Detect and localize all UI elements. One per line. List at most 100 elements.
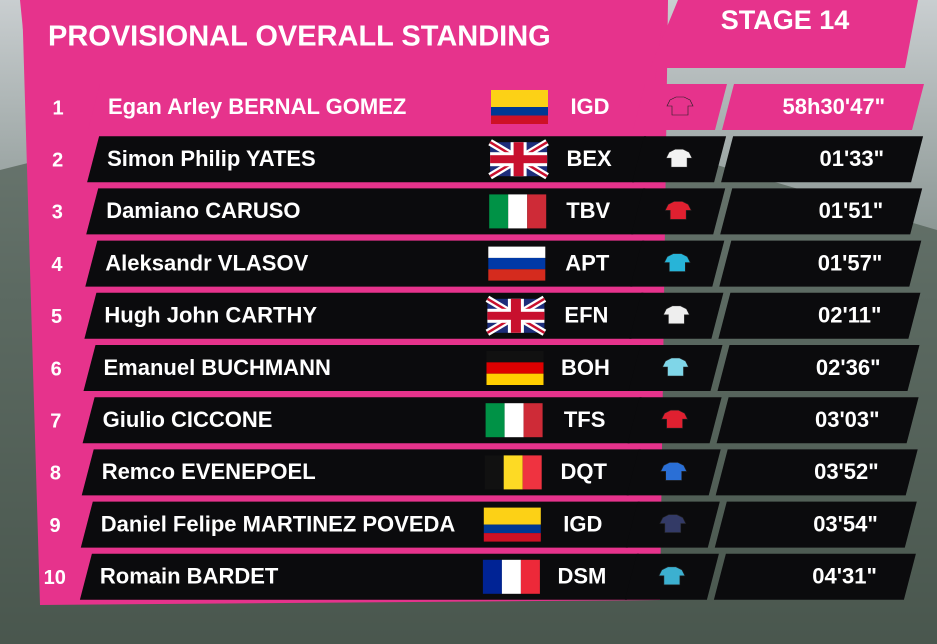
standing-row: 8 Remco EVENEPOEL DQT 03'52" xyxy=(50,449,918,496)
rank: 10 xyxy=(44,567,66,589)
rider-name: Simon Philip YATES xyxy=(107,146,316,171)
team-code: DQT xyxy=(560,459,607,484)
time-box xyxy=(721,136,924,183)
rider-name: Emanuel BUCHMANN xyxy=(104,355,331,380)
team-code: DSM xyxy=(557,564,606,589)
jersey-icon xyxy=(661,409,689,429)
flag-stripe xyxy=(482,559,502,594)
flag xyxy=(491,90,548,124)
team-code: IGD xyxy=(563,511,602,536)
rider-name: Daniel Felipe MARTINEZ POVEDA xyxy=(101,511,456,536)
flag-cross xyxy=(513,142,524,177)
flag-stripe xyxy=(486,373,544,385)
flag xyxy=(489,194,547,229)
time: 02'11" xyxy=(818,303,881,328)
time: 04'31" xyxy=(812,564,877,589)
flag-stripe xyxy=(483,507,541,525)
flag-stripe xyxy=(520,559,540,594)
jersey-icon xyxy=(660,462,688,481)
flag-stripe xyxy=(488,257,546,270)
flag xyxy=(488,139,549,180)
rider-name: Egan Arley BERNAL GOMEZ xyxy=(108,94,406,119)
team-code: EFN xyxy=(564,303,608,328)
jersey-icon xyxy=(666,96,694,116)
rider-name: Romain BARDET xyxy=(100,564,279,589)
flag-stripe xyxy=(489,194,509,229)
time-box xyxy=(720,188,923,235)
rank: 6 xyxy=(51,358,62,380)
jersey-icon xyxy=(659,514,687,533)
rows: 1 Egan Arley BERNAL GOMEZ IGD 58h30'47" 2 Sim… xyxy=(44,84,924,600)
rider-name: Remco EVENEPOEL xyxy=(102,459,316,484)
standing-row: 10 Romain BARDET DSM 04'31" xyxy=(44,553,916,600)
rider-name: Damiano CARUSO xyxy=(106,198,300,223)
time: 01'51" xyxy=(819,198,884,223)
flag-stripe xyxy=(484,455,504,490)
time-box xyxy=(717,345,920,391)
flag-stripe xyxy=(485,403,505,438)
team-code: BOH xyxy=(561,355,610,380)
jersey-icon xyxy=(664,201,692,220)
jersey-icon xyxy=(663,253,691,272)
rank: 2 xyxy=(52,149,63,171)
time-box xyxy=(714,501,917,548)
team-code: IGD xyxy=(570,94,609,119)
rank: 5 xyxy=(51,306,62,328)
flag-stripe xyxy=(527,194,547,229)
time: 02'36" xyxy=(816,355,881,380)
flag-stripe xyxy=(523,403,543,438)
flag-stripe xyxy=(491,90,548,107)
jersey-icon xyxy=(658,566,686,586)
jersey-icon xyxy=(665,148,693,168)
header-band xyxy=(20,0,665,80)
standing-row: 2 Simon Philip YATES BEX 01'33" xyxy=(52,136,924,183)
time-box xyxy=(719,240,922,287)
header-title: PROVISIONAL OVERALL STANDING xyxy=(48,21,551,53)
flag-stripe xyxy=(501,559,521,594)
flag-stripe xyxy=(522,455,542,490)
standing-row: 4 Aleksandr VLASOV APT 01'57" xyxy=(51,240,922,287)
flag xyxy=(486,351,544,385)
flag-stripe xyxy=(483,524,541,534)
time-box xyxy=(715,449,918,496)
rank: 8 xyxy=(50,463,61,485)
flag-stripe xyxy=(488,246,546,258)
time: 03'03" xyxy=(815,407,880,432)
standing-row: 5 Hugh John CARTHY EFN 02'11" xyxy=(51,292,921,339)
time-box xyxy=(716,397,919,444)
flag-stripe xyxy=(486,351,544,363)
flag-stripe xyxy=(491,115,548,124)
standing-row: 3 Damiano CARUSO TBV 01'51" xyxy=(52,188,923,235)
time: 03'54" xyxy=(813,511,878,536)
rank: 1 xyxy=(52,97,63,119)
flag-stripe xyxy=(491,107,548,116)
flag-stripe xyxy=(503,455,523,490)
rank: 7 xyxy=(50,410,61,432)
jersey-icon xyxy=(662,357,689,377)
team-code: TFS xyxy=(564,407,606,432)
flag-cross xyxy=(510,298,521,333)
flag-stripe xyxy=(483,533,541,542)
flag xyxy=(482,559,540,594)
standing-row: 6 Emanuel BUCHMANN BOH 02'36" xyxy=(51,345,920,391)
flag xyxy=(484,455,542,490)
rank: 9 xyxy=(50,515,61,537)
jersey-icon xyxy=(662,305,690,325)
flag-stripe xyxy=(486,362,544,374)
rider-name: Aleksandr VLASOV xyxy=(105,250,308,275)
flag xyxy=(485,295,547,336)
team-code: TBV xyxy=(566,198,610,223)
rider-name: Hugh John CARTHY xyxy=(104,303,317,328)
flag xyxy=(485,403,543,438)
standing-row: 9 Daniel Felipe MARTINEZ POVEDA IGD 03'54" xyxy=(50,501,917,548)
rider-name: Giulio CICCONE xyxy=(103,407,273,432)
team-code: BEX xyxy=(566,146,612,171)
time: 58h30'47" xyxy=(782,94,885,119)
time-box xyxy=(718,292,921,339)
team-code: APT xyxy=(565,250,610,275)
stage-box xyxy=(650,0,918,68)
time: 01'33" xyxy=(819,146,884,171)
flag xyxy=(488,246,546,281)
